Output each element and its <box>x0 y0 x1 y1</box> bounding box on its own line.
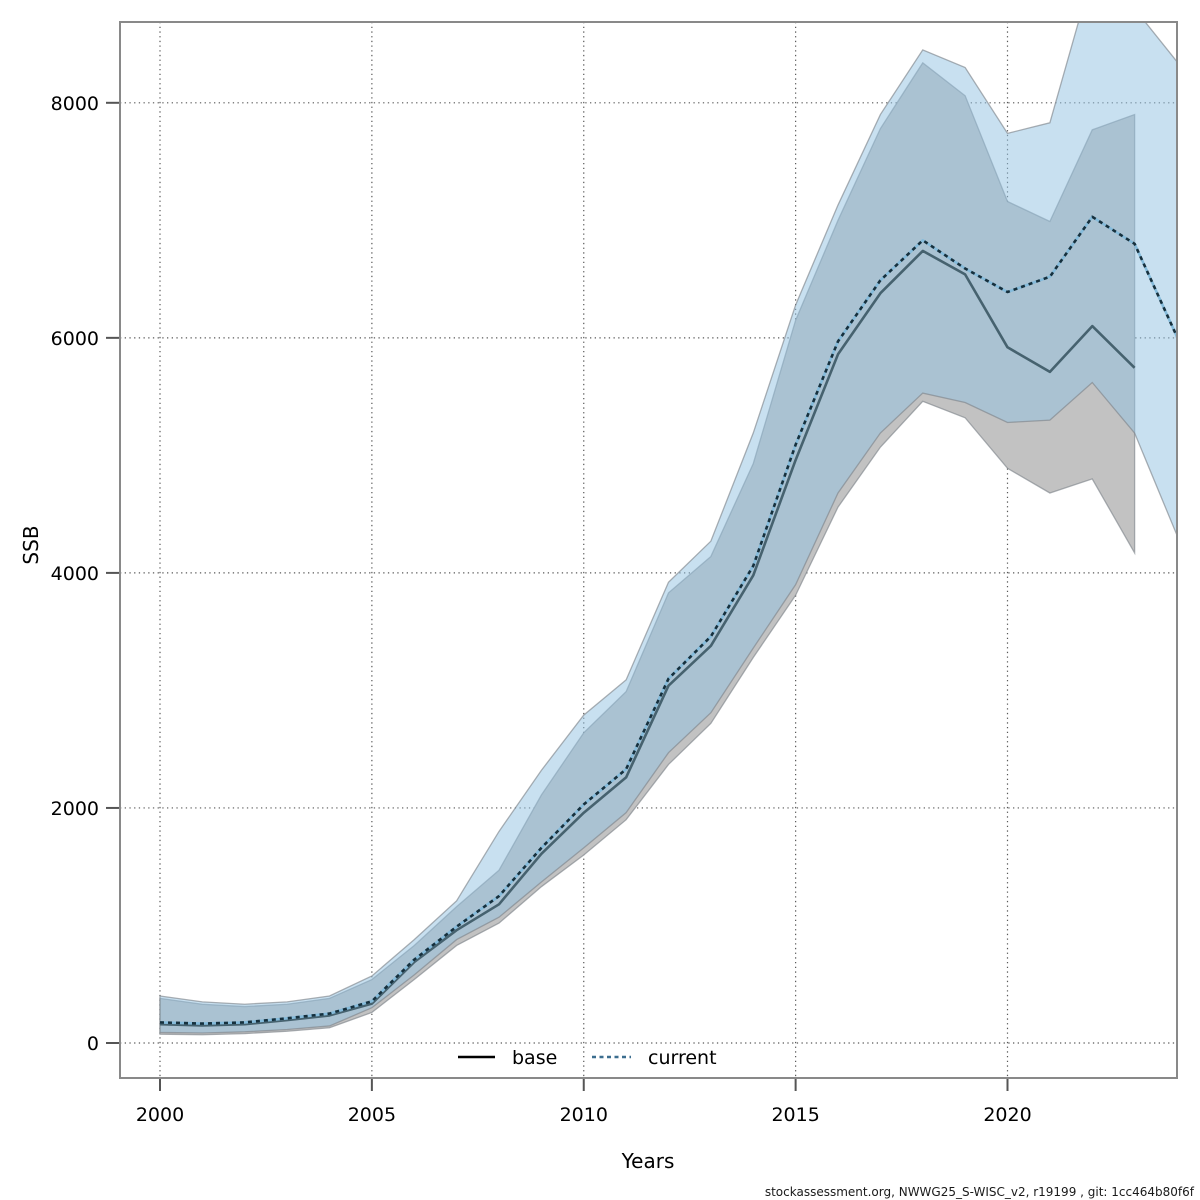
legend-current-label: current <box>648 1047 717 1069</box>
y-tick-label: 8000 <box>51 93 99 115</box>
plot-border <box>119 21 1178 1079</box>
x-tick-label: 2005 <box>348 1104 396 1126</box>
x-tick-label: 2010 <box>560 1104 608 1126</box>
base-line <box>159 249 1136 1027</box>
x-tick-label: 2020 <box>983 1104 1031 1126</box>
current-confidence-band <box>159 22 1177 1034</box>
current-line <box>159 215 1177 1025</box>
gridlines <box>120 22 1177 1078</box>
x-axis-title: Years <box>621 1149 675 1173</box>
x-tick-label: 2015 <box>771 1104 819 1126</box>
plot-dynamic-layer: 2000 2005 2010 2015 2020 0 2000 4000 6000 8000 <box>51 22 1177 1126</box>
y-tick-label: 2000 <box>51 798 99 820</box>
footer-attribution: stockassessment.org, NWWG25_S-WISC_v2, r… <box>765 1185 1195 1199</box>
legend: base current <box>458 1047 717 1069</box>
confidence-bands <box>159 22 1177 1036</box>
series-lines <box>159 215 1177 1027</box>
y-tick-label: 4000 <box>51 563 99 585</box>
y-axis-title: SSB <box>19 525 43 564</box>
x-tick-label: 2000 <box>136 1104 184 1126</box>
y-tick-label: 0 <box>87 1033 99 1055</box>
axis-ticks <box>106 101 1009 1091</box>
y-tick-label: 6000 <box>51 328 99 350</box>
tick-labels: 2000 2005 2010 2015 2020 0 2000 4000 6000 8000 <box>51 93 1032 1126</box>
legend-base-label: base <box>512 1047 557 1069</box>
